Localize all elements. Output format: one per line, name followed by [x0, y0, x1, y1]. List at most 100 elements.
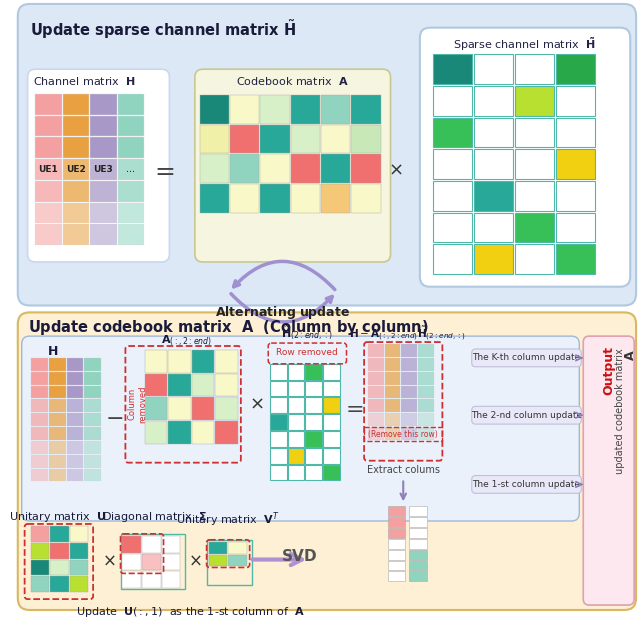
- Bar: [401, 399, 417, 412]
- Text: $\cdots$: $\cdots$: [125, 165, 135, 173]
- Bar: [474, 244, 513, 274]
- Bar: [515, 149, 554, 179]
- Bar: [305, 465, 322, 481]
- Bar: [368, 358, 383, 371]
- Bar: [401, 372, 417, 384]
- Bar: [270, 397, 287, 413]
- Bar: [409, 506, 427, 516]
- Bar: [84, 441, 101, 454]
- Bar: [474, 86, 513, 116]
- Bar: [49, 372, 66, 384]
- Bar: [161, 571, 180, 588]
- Bar: [409, 517, 427, 527]
- Bar: [31, 455, 48, 468]
- Text: $\mathbf{A}_{(:,2:end)}$: $\mathbf{A}_{(:,2:end)}$: [161, 333, 212, 348]
- Text: The 2-nd column update: The 2-nd column update: [471, 410, 582, 420]
- Bar: [305, 364, 322, 379]
- FancyBboxPatch shape: [472, 406, 581, 424]
- Bar: [145, 421, 168, 444]
- Bar: [556, 212, 595, 242]
- Bar: [70, 526, 88, 542]
- Bar: [433, 149, 472, 179]
- Bar: [49, 386, 66, 399]
- Bar: [288, 381, 305, 396]
- Bar: [260, 154, 290, 183]
- Bar: [418, 344, 433, 357]
- Bar: [118, 94, 144, 115]
- Bar: [474, 117, 513, 147]
- Bar: [291, 154, 320, 183]
- Bar: [161, 536, 180, 553]
- Bar: [291, 184, 320, 212]
- Bar: [67, 386, 83, 399]
- Bar: [270, 465, 287, 481]
- Bar: [90, 224, 116, 245]
- Text: Update  $\mathbf{U}(:, 1)$  as the 1-st column of  $\mathbf{A}$: Update $\mathbf{U}(:, 1)$ as the 1-st co…: [76, 605, 304, 619]
- Bar: [385, 344, 400, 357]
- Bar: [409, 528, 427, 538]
- Bar: [409, 539, 427, 549]
- Bar: [433, 86, 472, 116]
- Bar: [142, 571, 161, 588]
- Bar: [67, 358, 83, 371]
- Bar: [351, 184, 381, 212]
- Bar: [67, 455, 83, 468]
- Bar: [192, 374, 214, 396]
- Bar: [291, 95, 320, 124]
- Bar: [515, 86, 554, 116]
- Text: $\bf{Alternating\ update}$: $\bf{Alternating\ update}$: [215, 304, 351, 322]
- Bar: [118, 181, 144, 202]
- Bar: [67, 372, 83, 384]
- Bar: [323, 397, 340, 413]
- Bar: [118, 159, 144, 180]
- Bar: [364, 427, 442, 441]
- Bar: [556, 149, 595, 179]
- Text: $\times$: $\times$: [388, 160, 403, 178]
- Bar: [556, 244, 595, 274]
- Bar: [556, 86, 595, 116]
- Bar: [401, 344, 417, 357]
- Bar: [385, 413, 400, 426]
- FancyBboxPatch shape: [18, 4, 636, 306]
- Bar: [474, 55, 513, 84]
- Bar: [368, 427, 383, 440]
- Text: The K-th column update: The K-th column update: [472, 353, 580, 363]
- Bar: [368, 413, 383, 426]
- Bar: [118, 202, 144, 224]
- Text: $\tilde{\mathbf{H}}_{(2:end,:)}$: $\tilde{\mathbf{H}}_{(2:end,:)}$: [282, 324, 333, 342]
- Bar: [168, 421, 191, 444]
- Bar: [142, 536, 161, 553]
- Bar: [321, 95, 351, 124]
- Bar: [515, 244, 554, 274]
- Text: Unitary matrix  $\mathbf{U}$: Unitary matrix $\mathbf{U}$: [9, 510, 107, 524]
- Bar: [433, 181, 472, 211]
- Bar: [388, 539, 405, 549]
- Bar: [35, 181, 62, 202]
- Bar: [418, 399, 433, 412]
- Bar: [49, 455, 66, 468]
- Bar: [515, 55, 554, 84]
- Bar: [270, 414, 287, 430]
- Bar: [63, 181, 89, 202]
- Text: $\times$: $\times$: [188, 551, 202, 569]
- FancyBboxPatch shape: [18, 312, 636, 610]
- Bar: [305, 397, 322, 413]
- Bar: [260, 125, 290, 153]
- Bar: [556, 117, 595, 147]
- FancyBboxPatch shape: [472, 349, 581, 367]
- Bar: [368, 386, 383, 399]
- Bar: [63, 224, 89, 245]
- Bar: [35, 224, 62, 245]
- Bar: [388, 506, 405, 516]
- Bar: [122, 554, 141, 571]
- Bar: [67, 413, 83, 426]
- Bar: [200, 125, 229, 153]
- Bar: [368, 399, 383, 412]
- Bar: [192, 350, 214, 373]
- Bar: [418, 372, 433, 384]
- Bar: [192, 397, 214, 420]
- Bar: [228, 542, 246, 554]
- Bar: [474, 149, 513, 179]
- Bar: [351, 125, 381, 153]
- Bar: [50, 576, 68, 592]
